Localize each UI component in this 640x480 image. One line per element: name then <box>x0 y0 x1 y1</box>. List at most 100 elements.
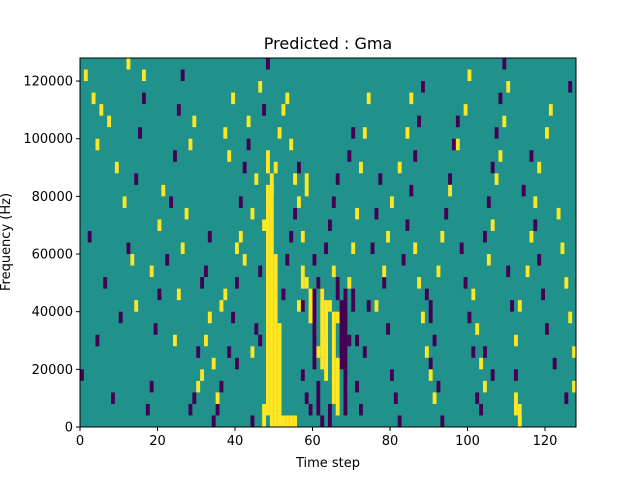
heatmap-band-high <box>514 392 518 416</box>
heatmap-cell-high <box>200 369 205 381</box>
heatmap-cell-high <box>467 69 472 82</box>
heatmap-cell-high <box>188 138 193 151</box>
heatmap-cell-low <box>188 403 193 416</box>
heatmap-cell-high <box>157 219 162 231</box>
heatmap-cell-low <box>463 277 468 289</box>
heatmap-cell-low <box>200 277 205 289</box>
heatmap-cell-low <box>471 346 476 358</box>
heatmap-cell-low <box>502 58 507 70</box>
heatmap-band-low <box>428 300 433 324</box>
heatmap-cell-high <box>219 300 224 312</box>
heatmap-band-high <box>266 184 270 416</box>
heatmap-cell-low <box>545 323 549 335</box>
heatmap-cell-low <box>176 104 181 116</box>
heatmap-cell-low <box>506 265 511 278</box>
heatmap-band-low <box>351 288 356 312</box>
heatmap-cell-low <box>432 334 437 347</box>
heatmap-cell-low <box>552 357 557 370</box>
heatmap-cell-low <box>568 81 573 93</box>
heatmap-cell-low <box>514 369 518 381</box>
heatmap-cell-high <box>471 288 476 301</box>
heatmap-cell-low <box>118 311 123 324</box>
heatmap-band-high <box>289 415 294 427</box>
heatmap-cell-high <box>122 196 127 208</box>
heatmap-cell-high <box>331 265 336 278</box>
heatmap-cell-low <box>173 150 177 162</box>
heatmap-cell-high <box>463 104 468 116</box>
heatmap-cell-high <box>238 230 243 243</box>
heatmap-cell-high <box>180 242 185 255</box>
heatmap-band-high <box>285 415 290 427</box>
heatmap <box>80 58 577 427</box>
heatmap-cell-low <box>421 81 425 93</box>
heatmap-cell-high <box>114 161 119 174</box>
heatmap-cell-low <box>316 277 321 289</box>
heatmap-cell-low <box>250 415 255 427</box>
heatmap-cell-low <box>529 150 534 162</box>
heatmap-band-high <box>277 323 282 427</box>
heatmap-cell-low <box>521 184 526 197</box>
heatmap-cell-high <box>204 334 208 347</box>
heatmap-cell-high <box>300 230 305 243</box>
heatmap-band-low <box>490 369 495 381</box>
heatmap-band-high <box>324 300 329 381</box>
heatmap-cell-high <box>250 346 255 358</box>
heatmap-cell-low <box>157 288 162 301</box>
heatmap-cell-low <box>486 196 491 208</box>
heatmap-cell-low <box>382 277 387 289</box>
y-tick-label: 20000 <box>32 363 73 378</box>
heatmap-cell-high <box>351 242 356 255</box>
heatmap-cell-high <box>428 369 433 381</box>
heatmap-band-low <box>312 288 317 370</box>
heatmap-cell-high <box>207 311 212 324</box>
heatmap-cell-high <box>486 254 491 266</box>
heatmap-cell-high <box>95 138 100 151</box>
heatmap-cell-high <box>483 380 487 393</box>
heatmap-cell-low <box>300 369 305 381</box>
heatmap-cell-low <box>374 207 379 220</box>
heatmap-cell-low <box>498 92 503 105</box>
heatmap-cell-low <box>134 173 139 185</box>
heatmap-cell-high <box>107 115 112 128</box>
heatmap-cell-low <box>126 242 131 255</box>
heatmap-cell-high <box>258 81 263 93</box>
heatmap-cell-low <box>355 380 360 393</box>
heatmap-band-high <box>273 254 278 427</box>
heatmap-band-high <box>262 403 267 427</box>
heatmap-cell-low <box>103 277 108 289</box>
heatmap-cell-high <box>413 242 418 255</box>
heatmap-cell-high <box>355 207 360 220</box>
heatmap-band-low <box>483 346 487 358</box>
heatmap-cell-low <box>359 403 363 416</box>
heatmap-cell-high <box>502 115 507 128</box>
heatmap-cell-high <box>223 288 228 301</box>
heatmap-cell-high <box>293 173 298 185</box>
heatmap-cell-high <box>176 288 181 301</box>
heatmap-cell-low <box>266 58 270 70</box>
heatmap-cell-low <box>405 219 410 231</box>
heatmap-cell-low <box>145 403 150 416</box>
heatmap-cell-high <box>235 242 239 255</box>
heatmap-cell-low <box>510 300 515 312</box>
heatmap-cell-low <box>444 207 449 220</box>
heatmap-cell-low <box>541 288 546 301</box>
heatmap-cell-low <box>254 323 259 335</box>
heatmap-cell-high <box>304 277 309 289</box>
heatmap-cell-high <box>417 277 422 289</box>
heatmap-cell-high <box>347 277 352 289</box>
heatmap-band-high <box>320 288 325 358</box>
heatmap-cell-low <box>366 300 371 312</box>
heatmap-cell-high <box>529 230 534 243</box>
heatmap-cell-low <box>180 69 185 82</box>
heatmap-cell-high <box>142 69 146 82</box>
heatmap-band-low <box>355 334 360 347</box>
heatmap-cell-low <box>331 196 336 208</box>
heatmap-cell-low <box>370 242 375 255</box>
heatmap-band-low <box>335 277 340 301</box>
heatmap-cell-low <box>533 219 538 231</box>
heatmap-cell-low <box>153 323 158 335</box>
heatmap-band-high <box>304 173 309 197</box>
heatmap-cell-low <box>246 138 251 151</box>
heatmap-cell-high <box>366 92 371 105</box>
heatmap-cell-low <box>459 242 464 255</box>
